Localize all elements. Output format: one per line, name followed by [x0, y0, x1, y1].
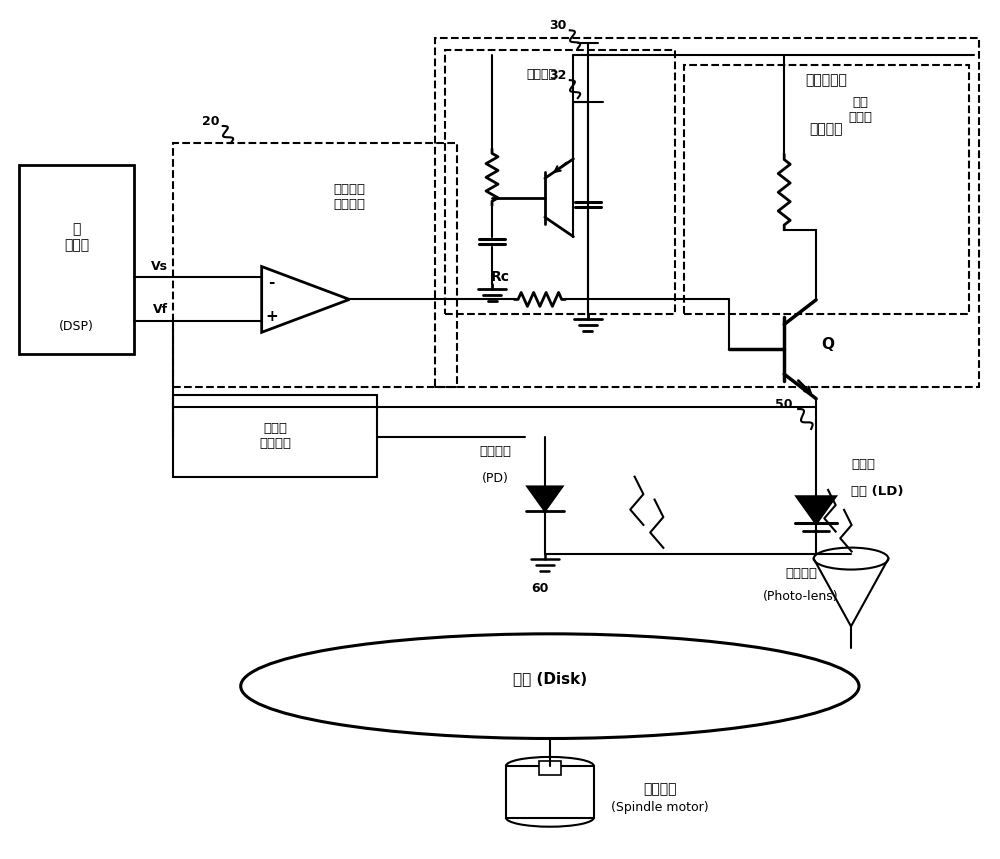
Text: 启动电路: 启动电路	[526, 68, 556, 81]
Bar	[445, 50, 675, 314]
Text: (DSP): (DSP)	[59, 320, 94, 332]
Text: 微
控制器: 微 控制器	[64, 222, 89, 252]
Text: 光接收器: 光接收器	[479, 446, 511, 459]
Bar	[539, 760, 561, 775]
Bar	[173, 143, 457, 387]
Text: 主轴马达: 主轴马达	[643, 783, 676, 796]
Text: (Spindle motor): (Spindle motor)	[611, 801, 708, 813]
Text: 32: 32	[549, 69, 567, 82]
Text: 驱动电路: 驱动电路	[810, 122, 843, 136]
Text: (PD): (PD)	[482, 472, 508, 485]
Polygon shape	[797, 497, 835, 523]
Text: 光学镜头: 光学镜头	[785, 567, 817, 580]
Polygon shape	[528, 487, 562, 510]
Text: 50: 50	[775, 398, 793, 411]
Text: +: +	[265, 308, 278, 324]
Text: 20: 20	[202, 115, 220, 129]
Text: 激光二极管: 激光二极管	[806, 73, 847, 87]
Text: (Photo-lens): (Photo-lens)	[763, 590, 839, 603]
Text: Vs: Vs	[151, 259, 168, 272]
Bar	[506, 766, 594, 818]
Text: Rc: Rc	[491, 271, 510, 284]
Text: Q: Q	[821, 337, 834, 352]
Text: 光检测
放大电路: 光检测 放大电路	[259, 422, 291, 450]
Text: 低速
滤波器: 低速 滤波器	[849, 96, 873, 124]
Bar	[684, 65, 969, 314]
Text: 光盘 (Disk): 光盘 (Disk)	[513, 671, 587, 685]
Bar	[19, 165, 134, 354]
Text: 60: 60	[531, 582, 549, 595]
Text: 激光二: 激光二	[851, 459, 875, 472]
Bar	[173, 395, 377, 477]
Text: -: -	[268, 275, 275, 290]
Bar	[435, 39, 979, 387]
Text: Vf: Vf	[153, 303, 168, 316]
Text: 30: 30	[549, 19, 567, 32]
Text: 电压增益
控制电路: 电压增益 控制电路	[333, 183, 365, 210]
Text: 极管 (LD): 极管 (LD)	[851, 485, 904, 498]
